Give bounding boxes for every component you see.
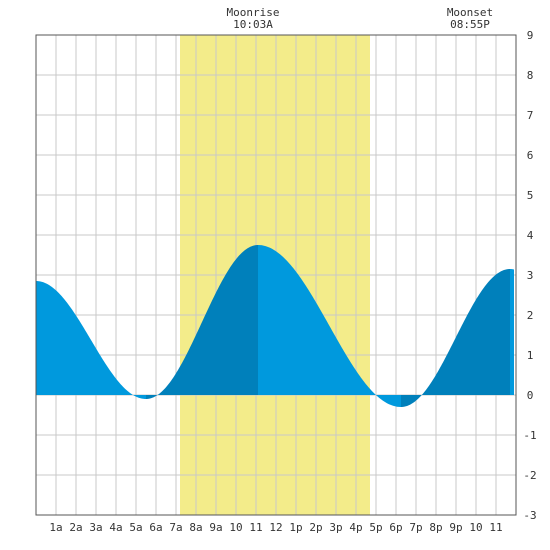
x-tick-label: 3a — [89, 521, 102, 534]
x-tick-label: 11 — [249, 521, 262, 534]
x-tick-label: 6p — [389, 521, 402, 534]
x-tick-label: 1p — [289, 521, 302, 534]
y-tick-label: 0 — [527, 389, 534, 402]
x-tick-label: 6a — [149, 521, 162, 534]
x-tick-label: 4a — [109, 521, 122, 534]
tide-area-rising — [401, 269, 510, 407]
x-tick-label: 11 — [489, 521, 502, 534]
tide-area-falling — [510, 269, 514, 395]
y-tick-label: 1 — [527, 349, 534, 362]
x-tick-label: 9p — [449, 521, 462, 534]
y-tick-label: 2 — [527, 309, 534, 322]
y-tick-label: 9 — [527, 29, 534, 42]
y-tick-label: 6 — [527, 149, 534, 162]
x-tick-label: 7p — [409, 521, 422, 534]
x-tick-label: 8a — [189, 521, 202, 534]
x-tick-label: 12 — [269, 521, 282, 534]
x-tick-label: 8p — [429, 521, 442, 534]
moonset-label: Moonset — [447, 6, 493, 19]
y-tick-label: -2 — [523, 469, 536, 482]
x-tick-label: 1a — [49, 521, 62, 534]
plot-frame — [35, 34, 517, 516]
x-tick-label: 2a — [69, 521, 82, 534]
x-tick-label: 7a — [169, 521, 182, 534]
y-tick-label: 5 — [527, 189, 534, 202]
moonrise-label: Moonrise — [227, 6, 280, 19]
x-tick-label: 10 — [469, 521, 482, 534]
x-tick-label: 3p — [329, 521, 342, 534]
y-tick-label: -3 — [523, 509, 536, 522]
tide-area-falling — [258, 245, 401, 407]
y-tick-label: -1 — [523, 429, 536, 442]
tide-area-falling — [36, 281, 146, 399]
moonrise-time: 10:03A — [233, 18, 273, 31]
y-tick-label: 7 — [527, 109, 534, 122]
moonset-time: 08:55P — [450, 18, 490, 31]
x-tick-label: 4p — [349, 521, 362, 534]
x-tick-label: 2p — [309, 521, 322, 534]
y-tick-label: 8 — [527, 69, 534, 82]
y-tick-label: 4 — [527, 229, 534, 242]
x-tick-label: 5a — [129, 521, 142, 534]
tide-area-rising — [146, 245, 258, 399]
x-tick-label: 9a — [209, 521, 222, 534]
x-tick-label: 5p — [369, 521, 382, 534]
y-tick-label: 3 — [527, 269, 534, 282]
x-tick-label: 10 — [229, 521, 242, 534]
